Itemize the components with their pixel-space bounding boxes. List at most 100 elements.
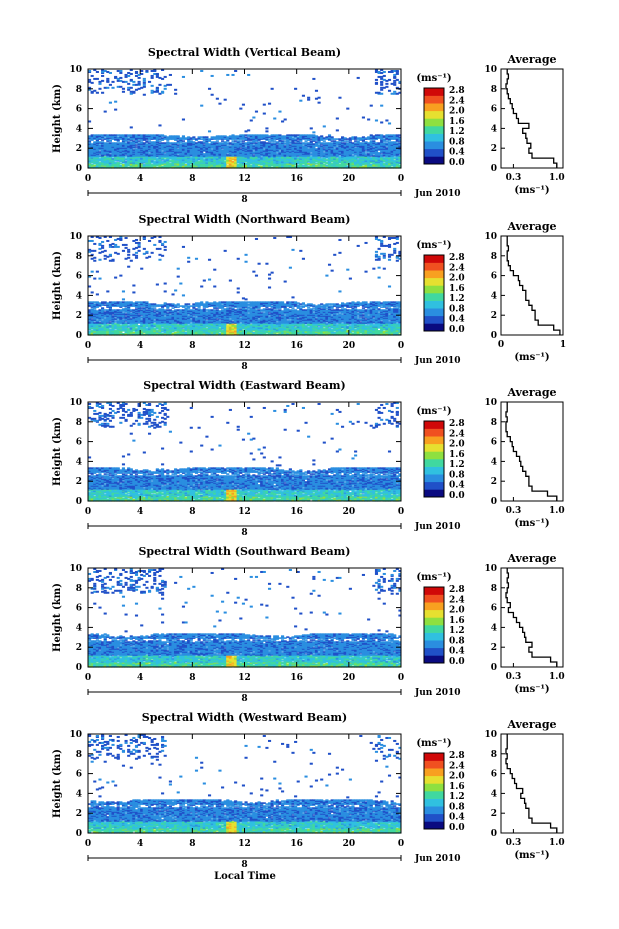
heatmap-cell	[168, 146, 172, 148]
heatmap-cell	[137, 144, 141, 146]
heatmap-cell	[171, 152, 175, 154]
heatmap-cell	[241, 146, 245, 148]
heatmap-cell	[98, 156, 102, 158]
heatmap-cell	[145, 162, 149, 164]
heatmap-cell	[236, 153, 240, 155]
heatmap-cell	[171, 148, 175, 150]
heatmap-cell	[226, 152, 230, 154]
heatmap-cell	[134, 135, 139, 137]
heatmap-cell	[142, 138, 146, 140]
heatmap-cell	[168, 166, 172, 168]
heatmap-cell	[226, 158, 230, 160]
heatmap-cell	[129, 139, 133, 141]
heatmap-cell	[111, 142, 115, 144]
heatmap-cell	[215, 97, 219, 100]
heatmap-cell	[145, 152, 149, 154]
heatmap-cell	[244, 137, 248, 139]
heatmap-cell	[181, 157, 186, 159]
heatmap-cell	[140, 150, 144, 152]
heatmap-cell	[236, 160, 240, 162]
heatmap-cell	[150, 157, 154, 159]
heatmap-cell	[252, 164, 256, 166]
heatmap-cell	[127, 149, 131, 151]
heatmap-cell	[142, 158, 146, 160]
heatmap-cell	[231, 134, 235, 136]
heatmap-cell	[137, 134, 141, 136]
heatmap-cell	[119, 143, 123, 145]
heatmap-cell	[93, 160, 97, 162]
heatmap-cell	[140, 145, 144, 147]
heatmap-cell	[153, 146, 157, 148]
heatmap-cell	[147, 164, 152, 166]
heatmap-cell	[137, 154, 141, 156]
heatmap-cell	[147, 137, 152, 139]
heatmap-cell	[161, 242, 165, 245]
heatmap-cell	[244, 160, 248, 162]
heatmap-cell	[223, 166, 227, 168]
heatmap-cell	[132, 134, 136, 136]
heatmap-cell	[236, 166, 240, 168]
heatmap-cell	[98, 164, 102, 166]
heatmap-cell	[153, 151, 157, 153]
heatmap-cell	[207, 153, 212, 155]
colorbar-swatch	[424, 148, 444, 157]
heatmap-cell	[239, 159, 243, 161]
heatmap-cell	[121, 90, 126, 93]
heatmap-cell	[140, 156, 144, 158]
colorbar-swatch	[424, 141, 444, 150]
heatmap-cell	[247, 145, 251, 147]
heatmap-cell	[231, 135, 235, 137]
heatmap-cell	[129, 92, 133, 95]
heatmap-cell	[192, 145, 196, 147]
heatmap-cell	[147, 159, 152, 161]
heatmap-cell	[262, 152, 266, 154]
heatmap-cell	[163, 147, 167, 149]
heatmap-cell	[155, 160, 159, 162]
heatmap-cell	[184, 151, 188, 153]
heatmap-cell	[166, 154, 170, 156]
heatmap-cell	[215, 153, 219, 155]
heatmap-cell	[187, 157, 191, 159]
heatmap-cell	[129, 144, 133, 146]
heatmap-cell	[106, 86, 110, 89]
heatmap-cell	[197, 161, 201, 163]
heatmap-cell	[176, 161, 180, 163]
heatmap-cell	[147, 144, 152, 146]
heatmap-cell	[168, 158, 172, 160]
heatmap-cell	[114, 145, 118, 147]
heatmap-cell	[254, 142, 259, 144]
heatmap-cell	[93, 249, 97, 252]
heatmap-cell	[137, 80, 141, 83]
heatmap-cell	[197, 159, 201, 161]
heatmap-cell	[210, 166, 214, 168]
heatmap-cell	[210, 137, 214, 139]
heatmap-cell	[132, 145, 136, 147]
heatmap-cell	[137, 149, 141, 151]
colorbar-tick-label: 2.0	[449, 107, 465, 117]
heatmap-cell	[153, 141, 157, 143]
heatmap-cell	[281, 120, 285, 123]
heatmap-cell	[111, 136, 115, 138]
heatmap-cell	[171, 137, 175, 139]
heatmap-cell	[155, 134, 159, 136]
heatmap-cell	[124, 134, 128, 136]
heatmap-cell	[119, 163, 123, 165]
heatmap-cell	[226, 139, 230, 141]
heatmap-cell	[93, 163, 97, 165]
heatmap-cell	[210, 136, 214, 138]
heatmap-cell	[140, 157, 144, 159]
heatmap-cell	[95, 144, 99, 146]
heatmap-cell	[116, 77, 120, 80]
heatmap-cell	[254, 134, 259, 136]
heatmap-cell	[142, 137, 146, 139]
heatmap-cell	[179, 161, 183, 163]
heatmap-cell	[249, 158, 253, 160]
heatmap-cell	[90, 139, 94, 141]
heatmap-cell	[260, 157, 264, 159]
heatmap-cell	[121, 290, 126, 293]
date-label: Jun 2010	[414, 189, 461, 199]
heatmap-cell	[103, 156, 107, 158]
heatmap-cell	[179, 159, 183, 161]
heatmap-cell	[121, 144, 126, 146]
heatmap-cell	[116, 151, 120, 153]
